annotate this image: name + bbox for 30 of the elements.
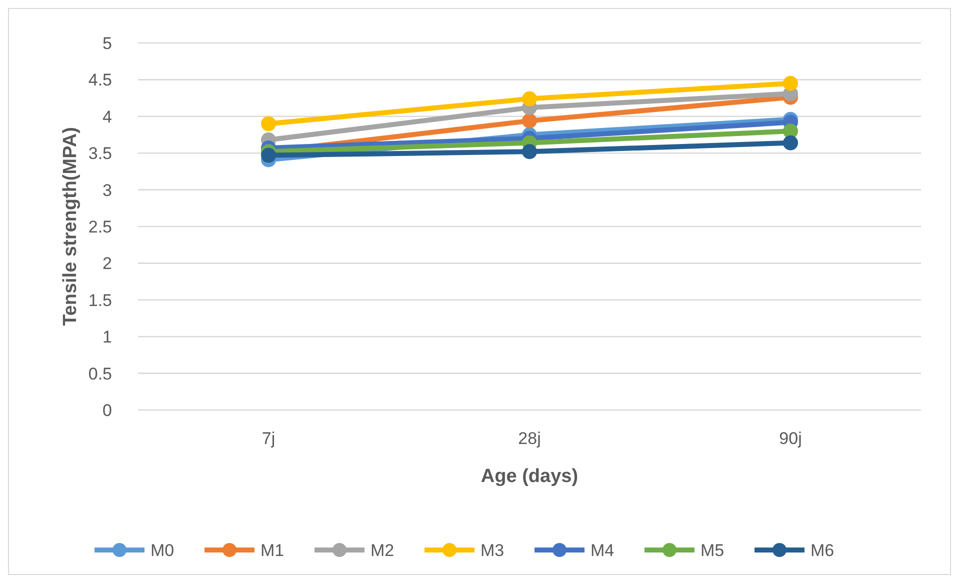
- y-tick-label: 4: [102, 107, 112, 126]
- point: [261, 148, 276, 163]
- point: [522, 113, 537, 128]
- y-tick-label: 4.5: [88, 70, 112, 90]
- y-tick-label: 2: [102, 254, 112, 274]
- y-tick-label: 0.5: [88, 364, 112, 384]
- y-tick-label: 1: [102, 328, 112, 347]
- legend-label: M1: [260, 540, 284, 560]
- legend-label: M4: [590, 540, 614, 560]
- x-tick-label: 90j: [779, 429, 802, 448]
- point: [261, 116, 276, 132]
- point: [522, 144, 537, 160]
- legend-label: M2: [370, 540, 394, 560]
- x-axis-title: Age (days): [480, 466, 578, 487]
- y-tick-label: 1.5: [88, 290, 112, 310]
- x-tick-label: 7j: [262, 429, 276, 448]
- legend-label: M6: [810, 540, 834, 560]
- point: [522, 91, 537, 106]
- y-axis-title: Tensile strength(MPA): [60, 127, 81, 326]
- y-tick-label: 3: [102, 180, 112, 200]
- y-tick-label: 2.5: [88, 217, 112, 236]
- x-tick-label: 28j: [518, 429, 541, 448]
- y-tick-label: 5: [102, 34, 112, 53]
- y-tick-label: 0: [102, 400, 112, 420]
- point: [783, 76, 798, 91]
- legend-label: M0: [150, 540, 174, 560]
- legend-label: M5: [700, 540, 724, 560]
- legend-label: M3: [480, 540, 504, 560]
- y-tick-label: 3.5: [88, 144, 112, 164]
- point: [783, 135, 798, 150]
